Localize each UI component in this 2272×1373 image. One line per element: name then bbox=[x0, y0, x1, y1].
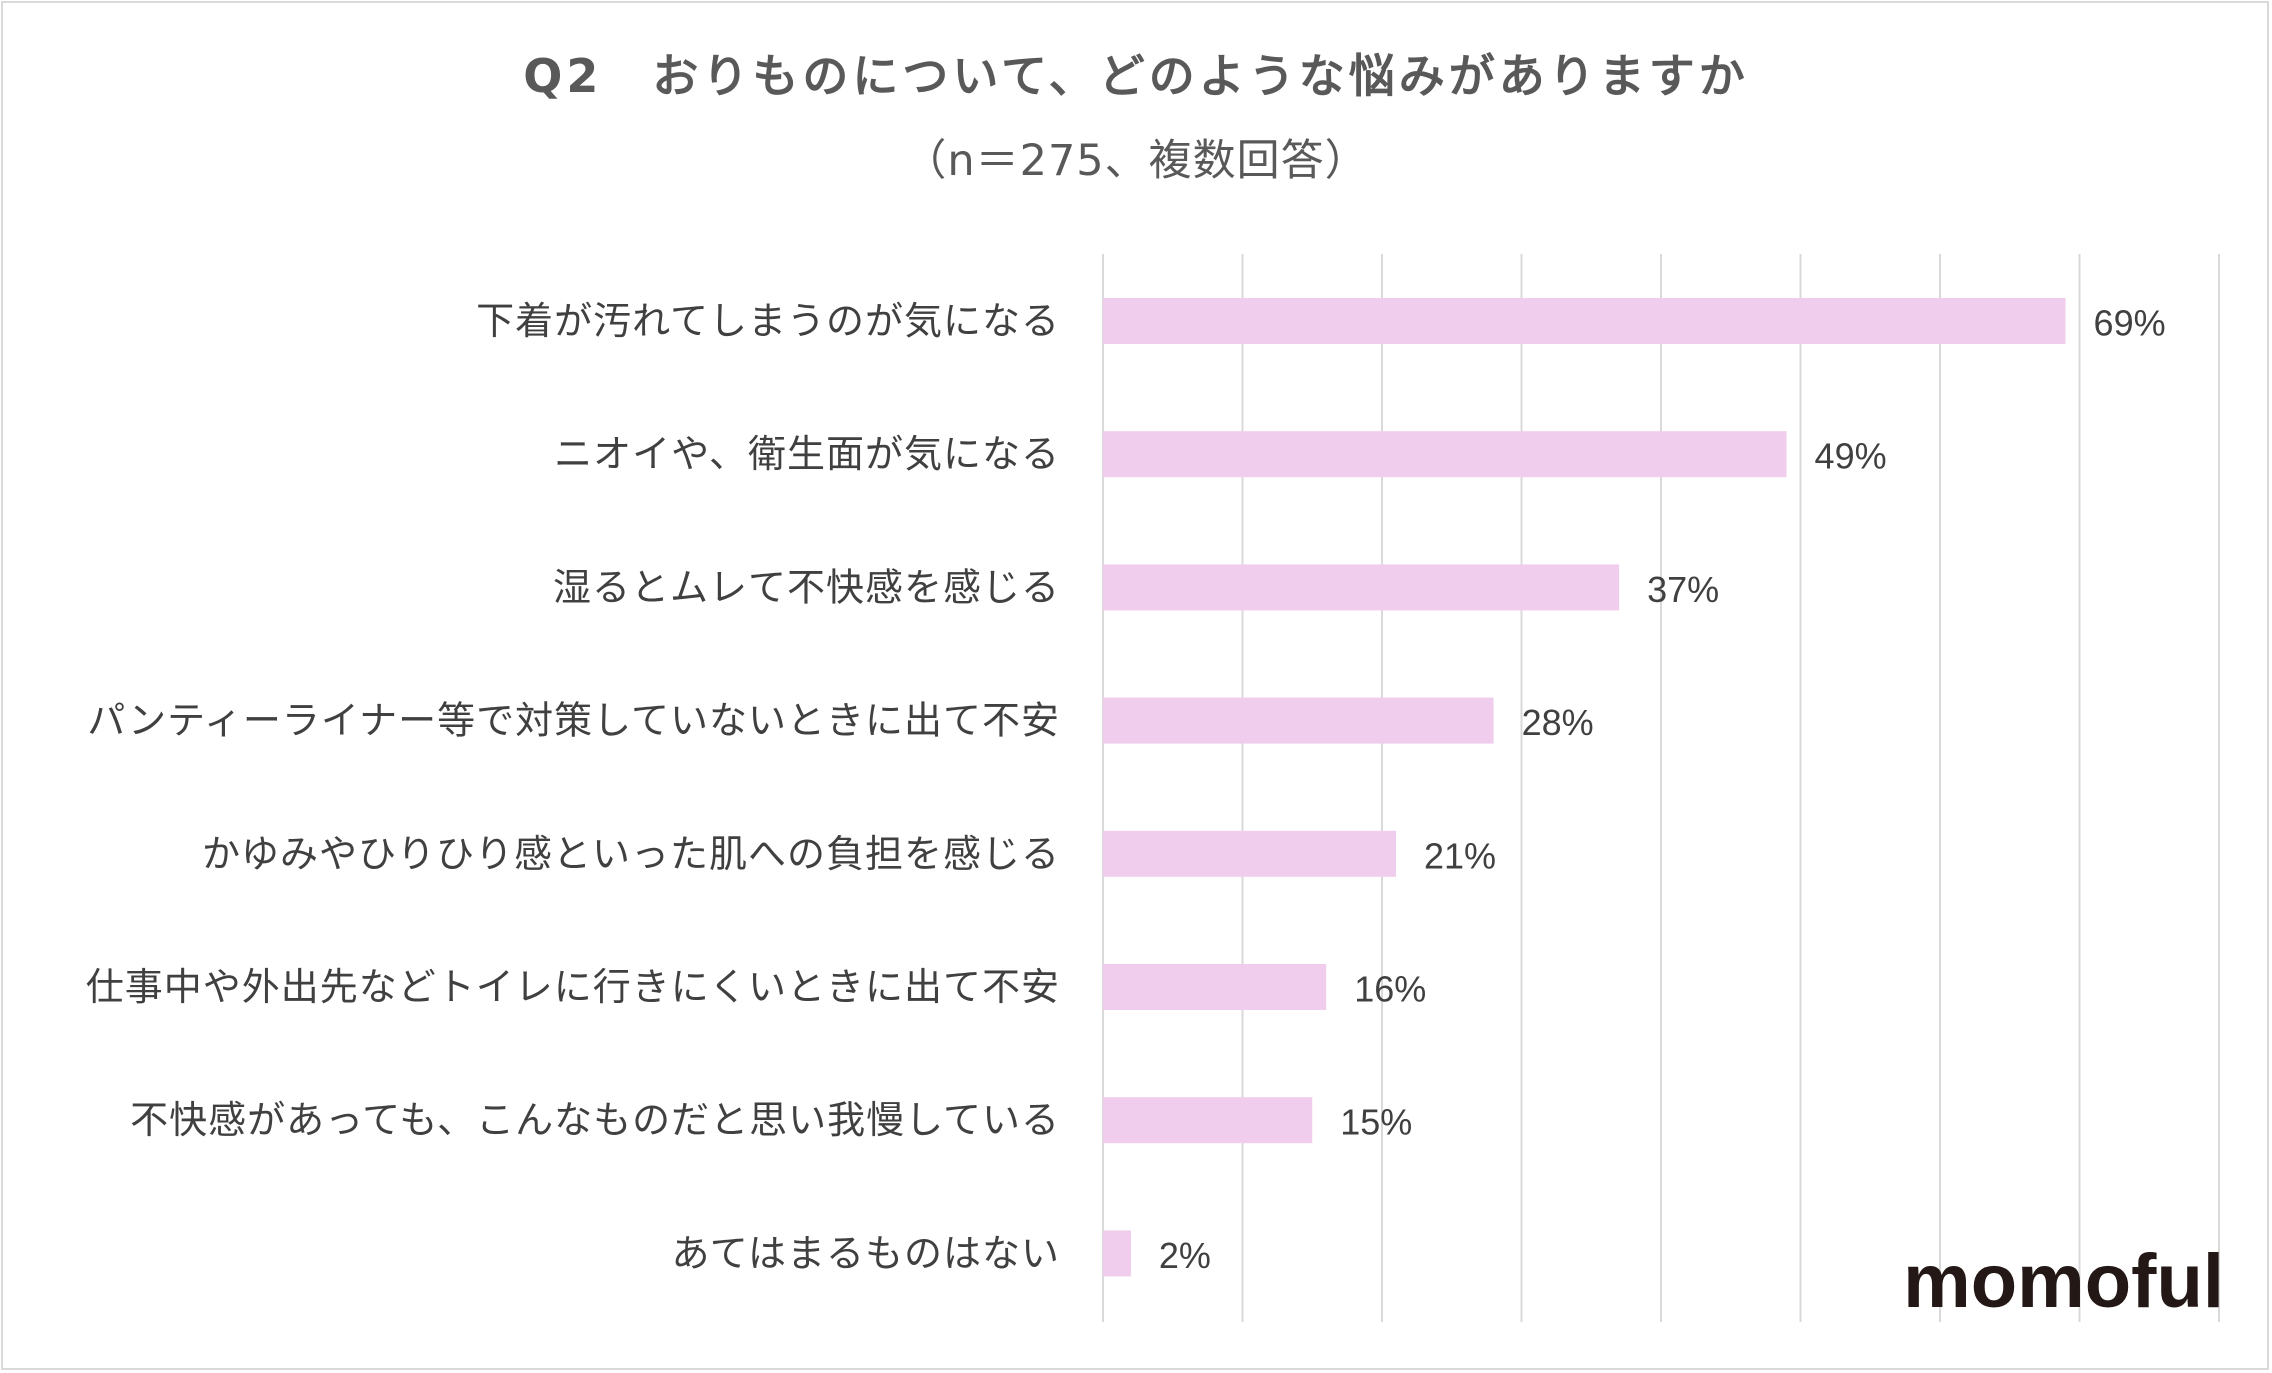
bar bbox=[1103, 830, 1396, 877]
bar bbox=[1103, 964, 1327, 1010]
category-label: 下着が汚れてしまうのが気になる bbox=[476, 299, 1060, 343]
category-label: かゆみやひりひり感といった肌への負担を感じる bbox=[202, 832, 1060, 876]
chart-subtitle: （n＝275、複数回答） bbox=[903, 136, 1369, 186]
gridlines bbox=[1102, 254, 2220, 1322]
data-label: 69% bbox=[2094, 303, 2166, 344]
bar bbox=[1103, 697, 1494, 744]
category-label: あてはまるものはない bbox=[672, 1231, 1060, 1275]
bar bbox=[1103, 1230, 1131, 1277]
category-label: パンティーライナー等で対策していないときに出て不安 bbox=[87, 699, 1060, 743]
bars bbox=[1103, 298, 2066, 1277]
data-label: 16% bbox=[1354, 969, 1426, 1010]
bar bbox=[1103, 431, 1787, 478]
data-label: 2% bbox=[1159, 1235, 1211, 1276]
data-label: 28% bbox=[1522, 702, 1594, 743]
data-label: 49% bbox=[1815, 436, 1887, 477]
data-label: 15% bbox=[1340, 1102, 1412, 1143]
brand-logo: momoful bbox=[1903, 1239, 2224, 1324]
value-labels: 69% 49% 37% 28% 21% 16% 15% 2% bbox=[1159, 303, 2166, 1276]
category-label: 仕事中や外出先などトイレに行きにくいときに出て不安 bbox=[86, 965, 1060, 1009]
chart-title: Q2 おりものについて、どのような悩みがありますか bbox=[523, 49, 1749, 103]
bar bbox=[1103, 1097, 1313, 1144]
bar bbox=[1103, 564, 1620, 611]
category-label: 湿るとムレて不快感を感じる bbox=[553, 565, 1060, 609]
data-label: 37% bbox=[1647, 569, 1719, 610]
category-labels: 下着が汚れてしまうのが気になるニオイや、衛生面が気になる湿るとムレて不快感を感じ… bbox=[86, 299, 1060, 1275]
bar bbox=[1103, 298, 2066, 344]
data-label: 21% bbox=[1424, 835, 1496, 876]
category-label: 不快感があっても、こんなものだと思い我慢している bbox=[130, 1098, 1060, 1142]
category-label: ニオイや、衛生面が気になる bbox=[554, 432, 1060, 476]
